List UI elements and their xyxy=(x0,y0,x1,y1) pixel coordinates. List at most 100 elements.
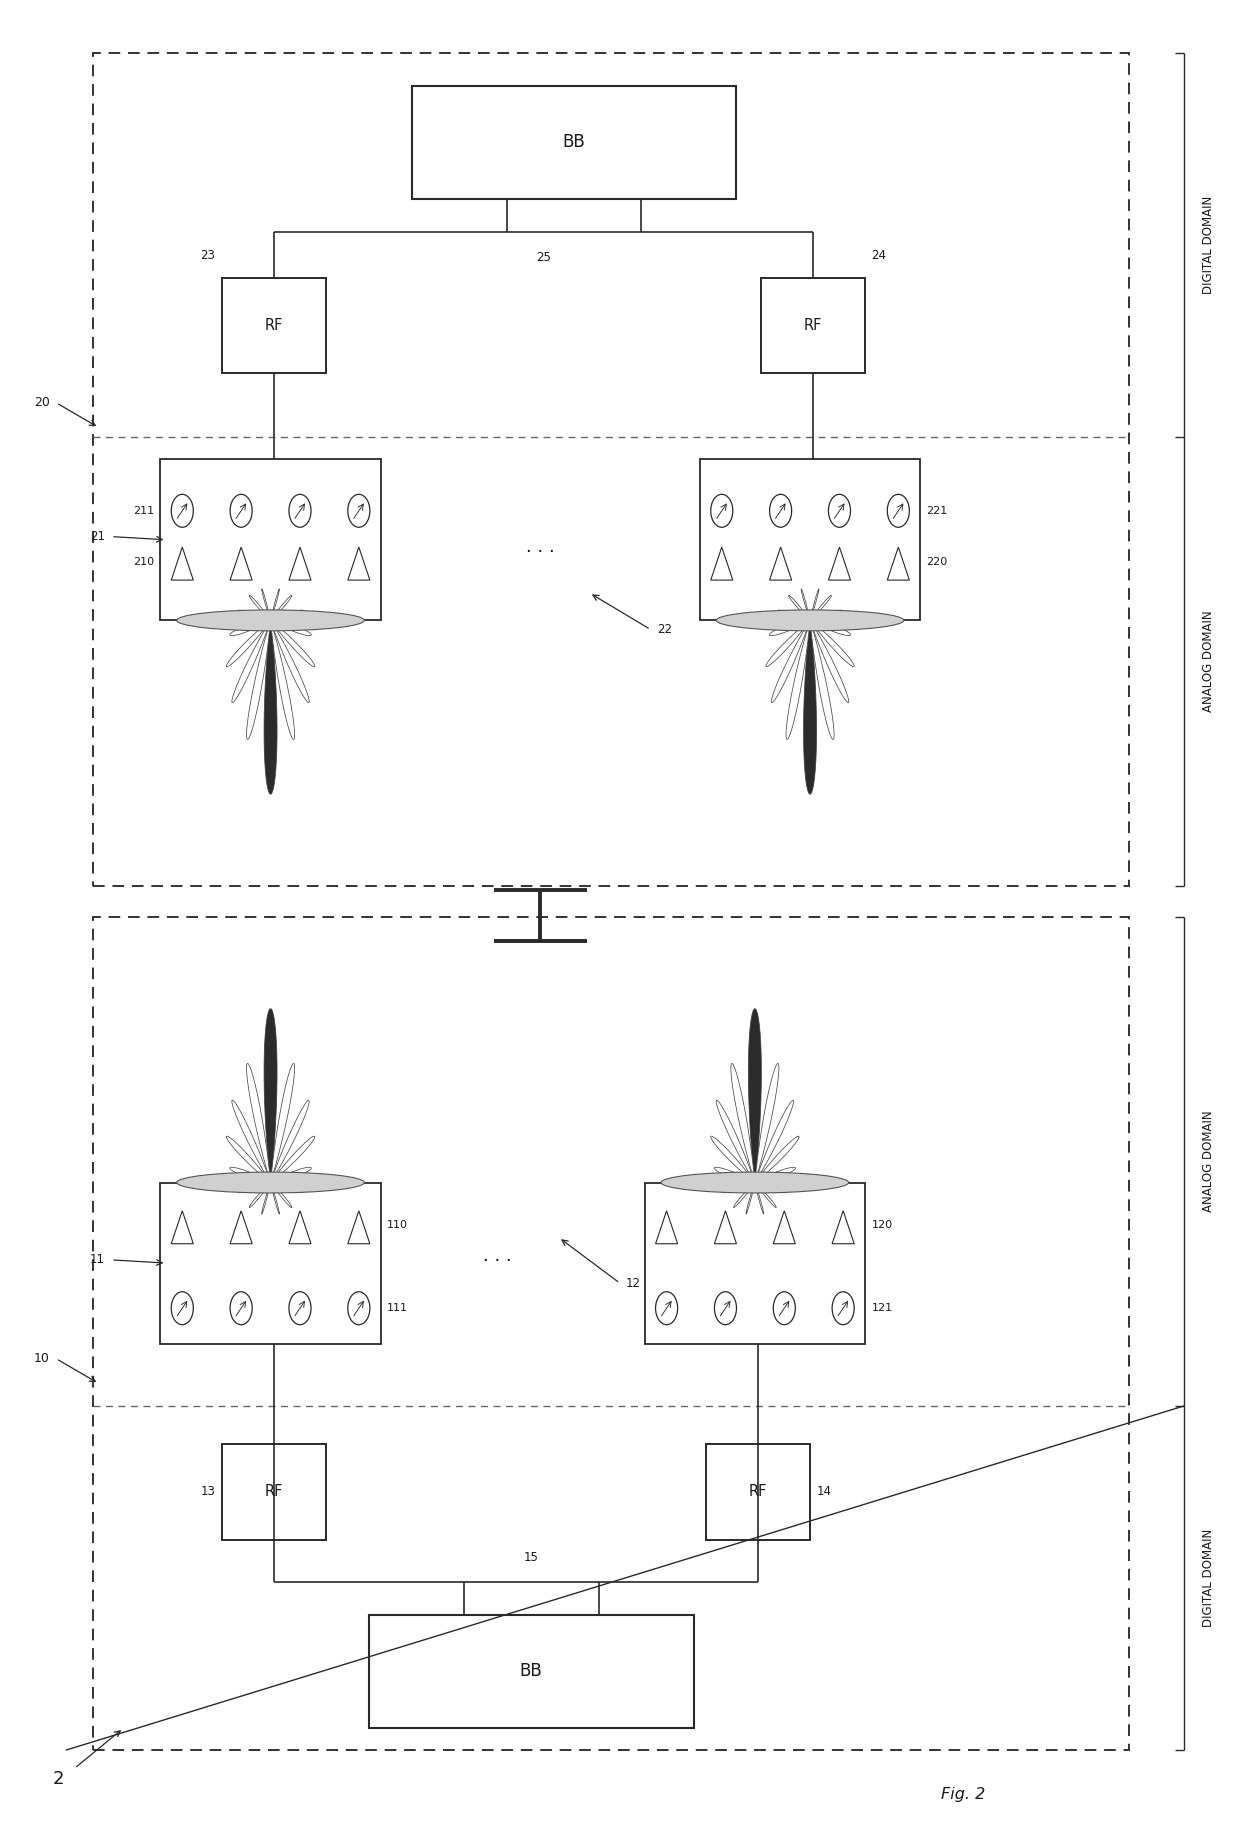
Polygon shape xyxy=(171,1210,193,1244)
Polygon shape xyxy=(270,1168,311,1183)
Polygon shape xyxy=(769,620,810,635)
Polygon shape xyxy=(270,589,279,620)
Text: 111: 111 xyxy=(387,1303,408,1314)
Text: 110: 110 xyxy=(387,1220,408,1231)
Text: . . .: . . . xyxy=(526,539,554,555)
Text: . . .: . . . xyxy=(484,1247,512,1266)
Polygon shape xyxy=(711,1137,755,1183)
Polygon shape xyxy=(810,620,835,740)
Polygon shape xyxy=(755,1137,799,1183)
Polygon shape xyxy=(888,548,909,579)
Polygon shape xyxy=(770,548,791,579)
Circle shape xyxy=(714,1292,737,1325)
Polygon shape xyxy=(722,1183,755,1192)
Polygon shape xyxy=(777,611,810,620)
Polygon shape xyxy=(810,620,851,635)
Polygon shape xyxy=(238,1183,270,1192)
Polygon shape xyxy=(270,1100,309,1183)
Polygon shape xyxy=(262,589,270,620)
Polygon shape xyxy=(270,1183,304,1192)
Polygon shape xyxy=(755,1183,787,1192)
Polygon shape xyxy=(171,548,193,579)
Polygon shape xyxy=(810,620,848,703)
Text: 211: 211 xyxy=(133,506,154,517)
Circle shape xyxy=(231,1292,252,1325)
Polygon shape xyxy=(222,279,326,373)
Polygon shape xyxy=(804,620,817,793)
Polygon shape xyxy=(270,1183,279,1214)
Polygon shape xyxy=(247,620,270,740)
Text: 22: 22 xyxy=(657,624,672,637)
Polygon shape xyxy=(755,1100,794,1183)
Polygon shape xyxy=(229,1168,270,1183)
Polygon shape xyxy=(711,548,733,579)
Text: 25: 25 xyxy=(536,251,551,264)
Ellipse shape xyxy=(177,1172,365,1194)
Polygon shape xyxy=(810,620,854,666)
Polygon shape xyxy=(270,620,315,666)
Circle shape xyxy=(347,1292,370,1325)
Polygon shape xyxy=(645,1183,866,1343)
Polygon shape xyxy=(755,1183,776,1207)
Text: RF: RF xyxy=(264,1485,283,1500)
Text: DIGITAL DOMAIN: DIGITAL DOMAIN xyxy=(1202,196,1215,293)
Polygon shape xyxy=(232,620,270,703)
Polygon shape xyxy=(730,1063,755,1183)
Text: 12: 12 xyxy=(626,1277,641,1290)
Text: 220: 220 xyxy=(926,557,947,566)
Polygon shape xyxy=(810,589,818,620)
Text: Fig. 2: Fig. 2 xyxy=(941,1786,986,1801)
Polygon shape xyxy=(766,620,810,666)
Polygon shape xyxy=(231,548,252,579)
Polygon shape xyxy=(264,620,277,793)
Circle shape xyxy=(171,1292,193,1325)
Polygon shape xyxy=(270,596,291,620)
Polygon shape xyxy=(734,1183,755,1207)
Text: BB: BB xyxy=(563,133,585,151)
Text: 210: 210 xyxy=(133,557,154,566)
Polygon shape xyxy=(270,620,309,703)
Polygon shape xyxy=(771,620,810,703)
Polygon shape xyxy=(238,611,270,620)
Polygon shape xyxy=(270,611,304,620)
Text: 24: 24 xyxy=(872,249,887,262)
Text: ANALOG DOMAIN: ANALOG DOMAIN xyxy=(1202,1111,1215,1212)
Polygon shape xyxy=(231,1210,252,1244)
Polygon shape xyxy=(222,1445,326,1539)
Polygon shape xyxy=(699,459,920,620)
Text: 221: 221 xyxy=(926,506,947,517)
Polygon shape xyxy=(347,548,370,579)
Polygon shape xyxy=(270,1183,291,1207)
Polygon shape xyxy=(746,1183,755,1214)
Polygon shape xyxy=(755,1063,779,1183)
Polygon shape xyxy=(706,1445,810,1539)
Text: BB: BB xyxy=(520,1662,542,1681)
Text: RF: RF xyxy=(264,317,283,334)
Polygon shape xyxy=(810,611,843,620)
Text: 23: 23 xyxy=(201,249,216,262)
Polygon shape xyxy=(264,1009,277,1183)
Text: 21: 21 xyxy=(91,530,105,542)
Circle shape xyxy=(770,494,791,528)
Circle shape xyxy=(888,494,909,528)
Polygon shape xyxy=(289,548,311,579)
Text: 13: 13 xyxy=(201,1485,216,1498)
Polygon shape xyxy=(270,620,295,740)
Polygon shape xyxy=(227,620,270,666)
Polygon shape xyxy=(247,1063,270,1183)
Text: 15: 15 xyxy=(523,1552,538,1565)
Polygon shape xyxy=(229,620,270,635)
Polygon shape xyxy=(755,1168,796,1183)
Polygon shape xyxy=(786,620,810,740)
Text: 11: 11 xyxy=(91,1253,105,1266)
Ellipse shape xyxy=(661,1172,848,1194)
Circle shape xyxy=(347,494,370,528)
Polygon shape xyxy=(714,1210,737,1244)
Text: 120: 120 xyxy=(872,1220,893,1231)
Polygon shape xyxy=(774,1210,795,1244)
Polygon shape xyxy=(714,1168,755,1183)
Polygon shape xyxy=(249,1183,270,1207)
Polygon shape xyxy=(347,1210,370,1244)
Circle shape xyxy=(171,494,193,528)
Text: DIGITAL DOMAIN: DIGITAL DOMAIN xyxy=(1202,1530,1215,1627)
